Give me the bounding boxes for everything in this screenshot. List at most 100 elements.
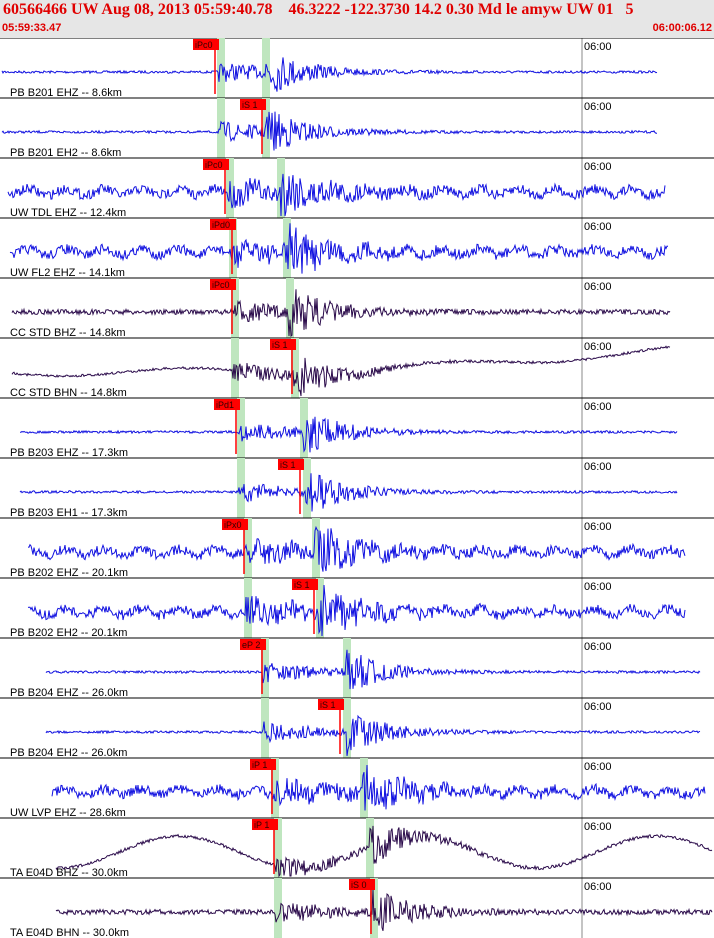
pick-flag[interactable] (203, 159, 229, 170)
waveform-trace (45, 714, 701, 756)
station-label: PB B204 EH2 -- 26.0km (10, 747, 127, 759)
s-phase-band (343, 638, 351, 698)
pick-flag[interactable] (292, 579, 318, 590)
pick-flag[interactable] (214, 399, 240, 410)
waveform-trace (1, 111, 657, 151)
pick-label: iPx0 (224, 520, 242, 530)
station-label: PB B202 EHZ -- 20.1km (10, 567, 128, 579)
station-label: CC STD BHN -- 14.8km (10, 387, 127, 399)
s-phase-band (277, 158, 285, 218)
end-time: 06:00:06.12 (652, 22, 712, 34)
pick-flag[interactable] (210, 219, 236, 230)
waveform-trace (27, 584, 686, 637)
trace-row: 06:00 iS 1 PB B203 EH1 -- 17.3km (0, 457, 714, 519)
time-tick-label: 06:00 (584, 761, 612, 773)
trace-row: 06:00 iS 1 PB B201 EH2 -- 8.6km (0, 97, 714, 159)
p-phase-band (271, 758, 279, 818)
pick-label: eP 2 (242, 640, 260, 650)
station-label: CC STD BHZ -- 14.8km (10, 327, 126, 339)
time-tick-label: 06:00 (584, 41, 612, 53)
s-phase-band (316, 578, 324, 638)
time-tick-label: 06:00 (584, 281, 612, 293)
pick-flag[interactable] (278, 459, 304, 470)
pick-flag[interactable] (240, 99, 266, 110)
pick-label: iPd1 (216, 400, 234, 410)
trace-row: 06:00 iPc0 CC STD BHZ -- 14.8km (0, 277, 714, 339)
event-title: 60566466 UW Aug 08, 2013 05:59:40.78 46.… (3, 1, 634, 18)
trace-row: 06:00 iPd0 UW FL2 EHZ -- 14.1km (0, 217, 714, 279)
time-tick-label: 06:00 (584, 341, 612, 353)
pick-label: iPc0 (195, 40, 213, 50)
time-tick-label: 06:00 (584, 701, 612, 713)
trace-row: 06:00 iS 1 PB B202 EH2 -- 20.1km (0, 577, 714, 639)
pick-flag[interactable] (193, 39, 219, 50)
pick-flag[interactable] (250, 759, 276, 770)
time-tick-label: 06:00 (584, 581, 612, 593)
s-phase-band (303, 458, 311, 518)
s-phase-band (300, 398, 308, 458)
waveform-trace (11, 345, 671, 397)
station-label: UW LVP EHZ -- 28.6km (10, 807, 126, 819)
time-tick-label: 06:00 (584, 641, 612, 653)
pick-flag[interactable] (252, 819, 278, 830)
waveform-trace (11, 289, 671, 337)
waveform-trace (20, 416, 678, 453)
s-phase-band (286, 278, 294, 338)
pick-flag[interactable] (210, 279, 236, 290)
pick-flag[interactable] (318, 699, 344, 710)
trace-row: 06:00 iS 1 CC STD BHN -- 14.8km (0, 337, 714, 399)
station-label: PB B201 EH2 -- 8.6km (10, 147, 121, 159)
time-tick-label: 06:00 (584, 101, 612, 113)
trace-row: 06:00 iP 1 UW LVP EHZ -- 28.6km (0, 757, 714, 819)
pick-label: iS 1 (320, 700, 336, 710)
s-phase-band (291, 338, 299, 398)
waveform-trace (55, 825, 713, 878)
station-label: PB B203 EHZ -- 17.3km (10, 447, 128, 459)
trace-row: 06:00 iPd1 PB B203 EHZ -- 17.3km (0, 397, 714, 459)
p-phase-band (244, 518, 252, 578)
time-tick-label: 06:00 (584, 821, 612, 833)
station-label: TA E04D BHZ -- 30.0km (10, 867, 128, 879)
station-label: PB B204 EHZ -- 26.0km (10, 687, 128, 699)
pick-label: iS 1 (242, 100, 258, 110)
waveform-trace (1, 57, 658, 92)
time-tick-label: 06:00 (584, 881, 612, 893)
p-phase-band (217, 98, 225, 158)
p-phase-band (237, 458, 245, 518)
trace-list: 06:00 iPc0 PB B201 EHZ -- 8.6km 06:00 iS 1 PB… (0, 38, 714, 938)
trace-row: 06:00 eP 2 PB B204 EHZ -- 26.0km (0, 637, 714, 699)
pick-label: iS 1 (272, 340, 288, 350)
start-time: 05:59:33.47 (2, 22, 62, 34)
trace-row: 06:00 iPc0 PB B201 EHZ -- 8.6km (0, 38, 714, 99)
s-phase-band (262, 98, 270, 158)
waveform-trace (27, 525, 686, 572)
s-phase-band (366, 818, 374, 878)
station-label: PB B203 EH1 -- 17.3km (10, 507, 127, 519)
station-label: PB B202 EH2 -- 20.1km (10, 627, 127, 639)
pick-flag[interactable] (222, 519, 248, 530)
waveform-trace (9, 223, 669, 274)
pick-flag[interactable] (270, 339, 296, 350)
p-phase-band (274, 878, 282, 938)
s-phase-band (343, 698, 351, 758)
p-phase-band (274, 818, 282, 878)
pick-label: iS 0 (351, 880, 367, 890)
trace-row: 06:00 iP 1 TA E04D BHZ -- 30.0km (0, 817, 714, 879)
trace-row: 06:00 iPx0 PB B202 EHZ -- 20.1km (0, 517, 714, 579)
time-tick-label: 06:00 (584, 161, 612, 173)
pick-label: iS 1 (280, 460, 296, 470)
pick-flag[interactable] (349, 879, 375, 890)
time-tick-label: 06:00 (584, 521, 612, 533)
waveform-trace (7, 173, 666, 217)
waveform-trace (19, 473, 678, 512)
pick-flag[interactable] (240, 639, 266, 650)
time-tick-label: 06:00 (584, 401, 612, 413)
pick-label: iP 1 (254, 820, 269, 830)
waveform-trace (51, 764, 706, 811)
station-label: UW TDL EHZ -- 12.4km (10, 207, 126, 219)
p-phase-band (231, 338, 239, 398)
time-tick-label: 06:00 (584, 221, 612, 233)
p-phase-band (217, 38, 225, 98)
waveform-trace (45, 649, 701, 690)
event-header: 60566466 UW Aug 08, 2013 05:59:40.78 46.… (0, 0, 714, 38)
